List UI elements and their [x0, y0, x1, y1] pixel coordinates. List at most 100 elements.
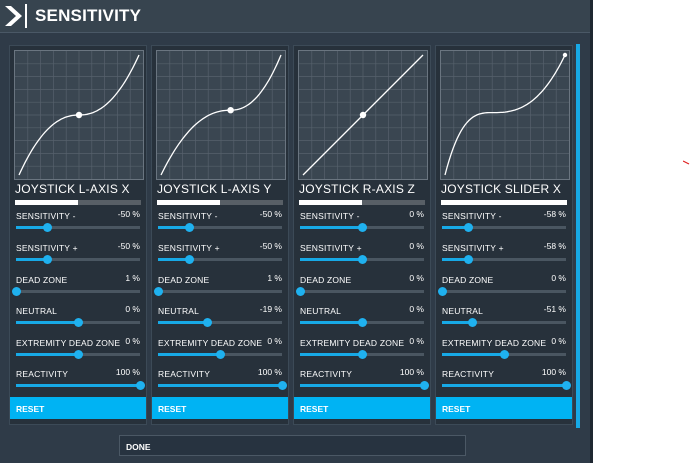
slider-thumb[interactable] [11, 287, 21, 296]
setting-slider[interactable] [16, 255, 140, 264]
setting-value: 1 % [267, 273, 282, 283]
setting-slider[interactable] [158, 223, 282, 232]
reset-button[interactable]: RESET [294, 397, 430, 419]
setting-row: NEUTRAL 0 % [10, 301, 146, 333]
setting-slider[interactable] [442, 350, 566, 359]
setting-label: REACTIVITY [442, 369, 495, 379]
setting-slider[interactable] [16, 381, 145, 390]
axis-name: JOYSTICK SLIDER X [441, 182, 562, 196]
setting-slider[interactable] [437, 287, 566, 296]
slider-thumb[interactable] [463, 255, 473, 264]
setting-slider[interactable] [300, 318, 424, 327]
setting-value: 0 % [551, 336, 566, 346]
response-curve [160, 54, 282, 176]
reset-button[interactable]: RESET [436, 397, 572, 419]
curve-svg [157, 51, 285, 179]
setting-slider[interactable] [16, 223, 140, 232]
setting-value: -50 % [117, 241, 140, 251]
slider-thumb[interactable] [215, 350, 225, 359]
response-curve-graph [14, 50, 144, 180]
slider-thumb[interactable] [203, 318, 213, 327]
setting-value: -58 % [543, 209, 566, 219]
slider-thumb[interactable] [357, 350, 367, 359]
reset-button[interactable]: RESET [10, 397, 146, 419]
curve-position-dot [562, 52, 568, 58]
slider-fill [300, 226, 362, 229]
setting-label: SENSITIVITY + [300, 243, 362, 253]
setting-label: EXTREMITY DEAD ZONE [158, 338, 263, 348]
reset-button[interactable]: RESET [152, 397, 288, 419]
setting-slider[interactable] [442, 223, 566, 232]
slider-thumb[interactable] [561, 381, 571, 390]
setting-slider[interactable] [158, 350, 282, 359]
slider-thumb[interactable] [277, 381, 287, 390]
slider-thumb[interactable] [153, 287, 163, 296]
setting-row: SENSITIVITY - -50 % [10, 206, 146, 238]
setting-slider[interactable] [442, 318, 566, 327]
setting-label: REACTIVITY [158, 369, 211, 379]
slider-thumb[interactable] [437, 287, 447, 296]
slider-thumb[interactable] [357, 255, 367, 264]
slider-fill [158, 321, 208, 324]
slider-thumb[interactable] [463, 223, 473, 232]
scrollbar-thumb[interactable] [576, 44, 580, 428]
slider-thumb[interactable] [357, 223, 367, 232]
setting-slider[interactable] [16, 318, 140, 327]
slider-fill [158, 226, 189, 229]
axis-input-bar [157, 200, 283, 205]
setting-label: EXTREMITY DEAD ZONE [300, 338, 405, 348]
slider-thumb[interactable] [135, 381, 145, 390]
scrollbar[interactable] [576, 44, 580, 428]
setting-slider[interactable] [300, 223, 424, 232]
setting-slider[interactable] [153, 287, 282, 296]
response-curve-graph [298, 50, 428, 180]
setting-slider[interactable] [16, 350, 140, 359]
slider-thumb[interactable] [184, 255, 194, 264]
slider-fill [442, 258, 469, 261]
axis-input-fill [299, 200, 362, 205]
setting-slider[interactable] [158, 381, 287, 390]
setting-slider[interactable] [158, 255, 282, 264]
sensitivity-dialog: SENSITIVITY JOYSTICK L-AXIS X SENSITIVITY… [0, 0, 593, 463]
axis-panel: JOYSTICK L-AXIS X SENSITIVITY - -50 % SENSI… [9, 45, 147, 425]
slider-thumb[interactable] [42, 255, 52, 264]
slider-fill [300, 384, 424, 387]
slider-thumb[interactable] [357, 318, 367, 327]
slider-thumb[interactable] [467, 318, 477, 327]
done-button[interactable]: DONE [119, 435, 466, 456]
slider-thumb[interactable] [419, 381, 429, 390]
slider-thumb[interactable] [42, 223, 52, 232]
setting-slider[interactable] [300, 381, 429, 390]
setting-row: NEUTRAL -51 % [436, 301, 572, 333]
slider-thumb[interactable] [184, 223, 194, 232]
setting-row: REACTIVITY 100 % [436, 364, 572, 396]
setting-label: DEAD ZONE [16, 275, 68, 285]
setting-label: SENSITIVITY + [442, 243, 504, 253]
setting-label: NEUTRAL [442, 306, 484, 316]
setting-slider[interactable] [300, 350, 424, 359]
setting-value: 100 % [257, 367, 282, 377]
axis-input-fill [441, 200, 567, 205]
setting-slider[interactable] [300, 255, 424, 264]
slider-thumb[interactable] [73, 318, 83, 327]
setting-slider[interactable] [11, 287, 140, 296]
axis-panel: JOYSTICK R-AXIS Z SENSITIVITY -0 % SENSITI… [293, 45, 431, 425]
slider-thumb[interactable] [499, 350, 509, 359]
setting-slider[interactable] [158, 318, 282, 327]
setting-row: DEAD ZONE 1 % [10, 270, 146, 302]
setting-row: EXTREMITY DEAD ZONE 0 % [436, 333, 572, 365]
axis-name: JOYSTICK R-AXIS Z [299, 182, 416, 196]
setting-slider[interactable] [442, 255, 566, 264]
setting-value: 100 % [399, 367, 424, 377]
response-curve-graph [440, 50, 570, 180]
setting-label: NEUTRAL [16, 306, 58, 316]
setting-value: 1 % [125, 273, 140, 283]
slider-thumb[interactable] [73, 350, 83, 359]
setting-slider[interactable] [442, 381, 571, 390]
setting-row: NEUTRAL -19 % [152, 301, 288, 333]
setting-value: 0 % [267, 336, 282, 346]
slider-thumb[interactable] [295, 287, 305, 296]
slider-fill [16, 384, 140, 387]
setting-value: -58 % [543, 241, 566, 251]
setting-slider[interactable] [295, 287, 424, 296]
